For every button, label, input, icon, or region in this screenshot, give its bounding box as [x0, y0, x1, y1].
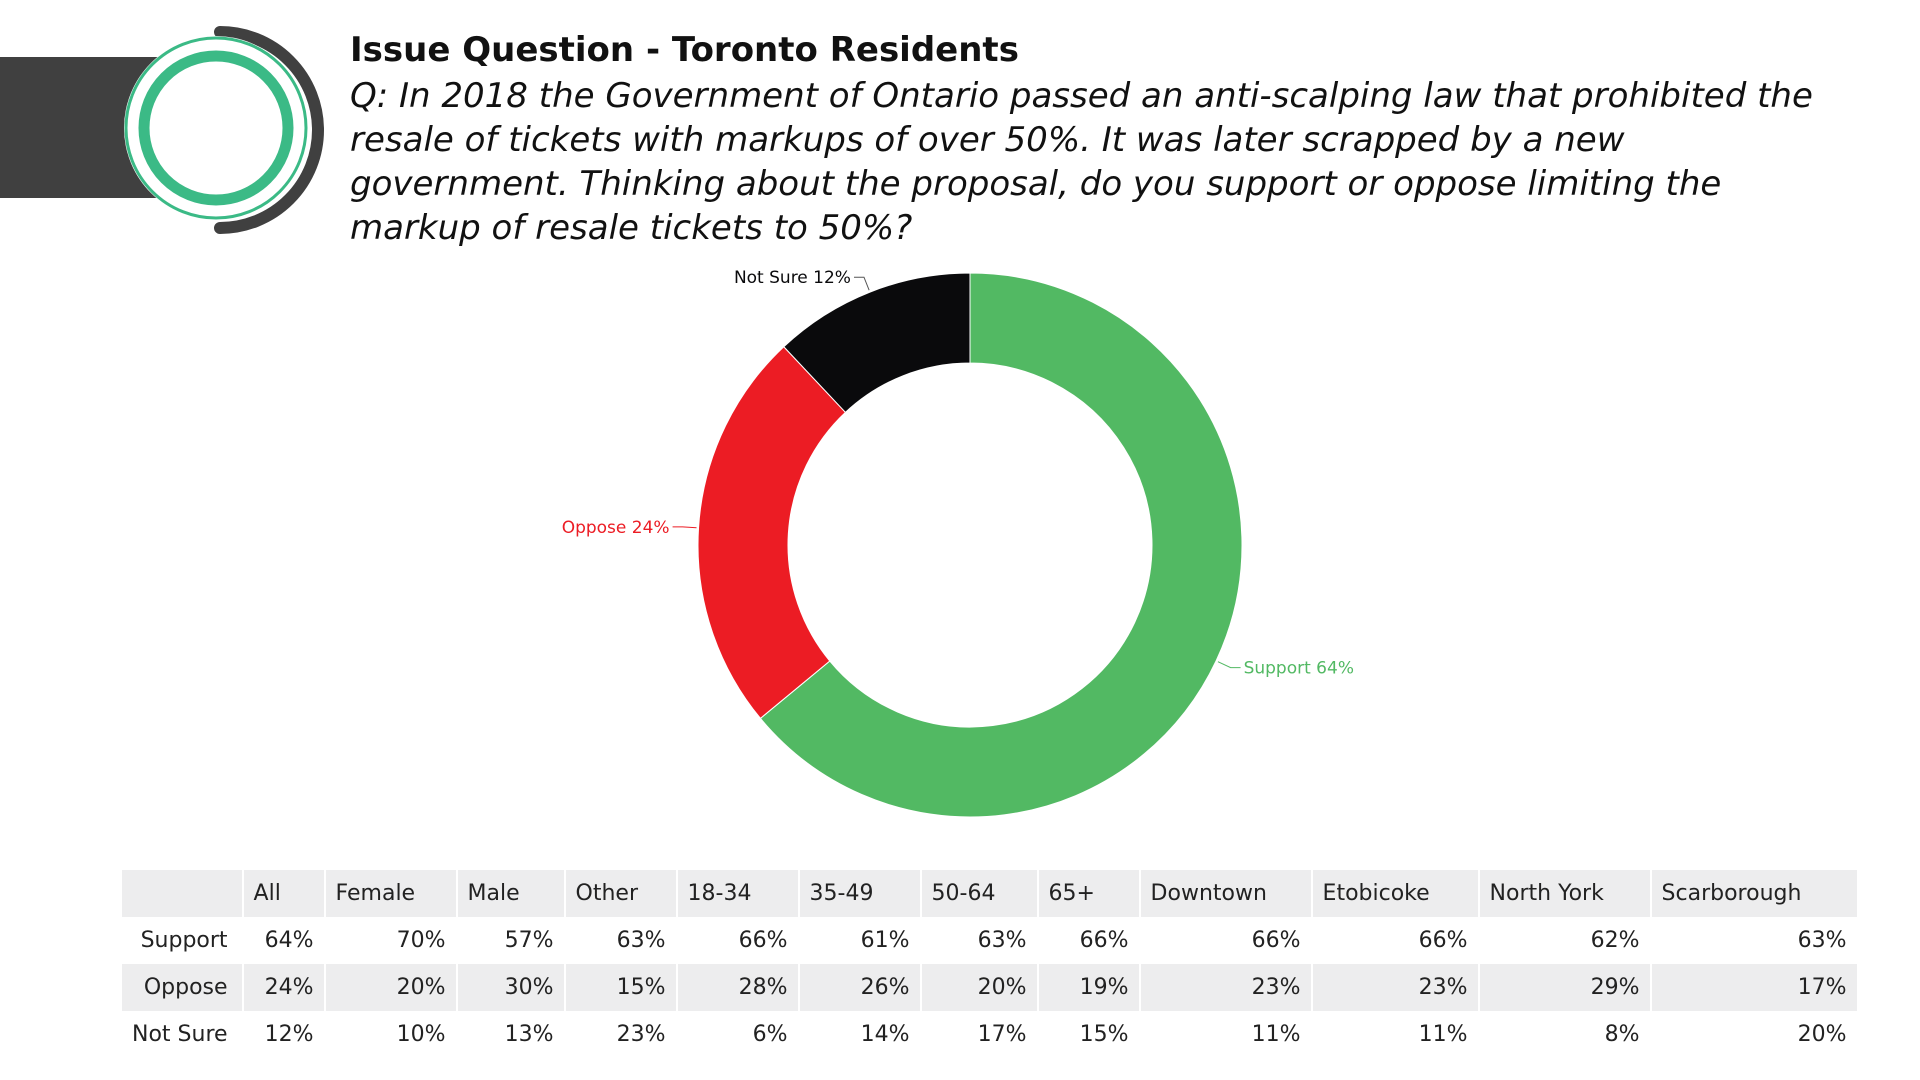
table-cell: 19%	[1037, 964, 1141, 1011]
table-cell: 20%	[1650, 1011, 1859, 1058]
donut-chart: Support 64% Oppose 24% Not Sure 12%	[562, 268, 1354, 818]
question-text: Q: In 2018 the Government of Ontario pas…	[350, 76, 1813, 248]
column-header: 65+	[1037, 870, 1141, 917]
column-header: 18-34	[676, 870, 800, 917]
column-header: 35-49	[798, 870, 922, 917]
table-cell: 70%	[324, 917, 458, 964]
table-cell: 66%	[1139, 917, 1313, 964]
label-not-sure: Not Sure 12%	[734, 268, 851, 288]
leader-line	[853, 276, 870, 291]
label-oppose: Oppose 24%	[562, 518, 670, 538]
table-row: Oppose 24% 20% 30% 15% 28% 26% 20% 19% 2…	[122, 964, 1859, 1011]
table-cell: 17%	[1650, 964, 1859, 1011]
table-cell: 10%	[324, 1011, 458, 1058]
table-cell: 66%	[1311, 917, 1480, 964]
table-cell: 66%	[676, 917, 800, 964]
table-header-row: All Female Male Other 18-34 35-49 50-64 …	[122, 870, 1859, 917]
table-cell: 20%	[920, 964, 1039, 1011]
row-label: Support	[122, 917, 244, 964]
table-cell: 63%	[920, 917, 1039, 964]
slice-not-sure	[783, 272, 971, 414]
table-cell: 66%	[1037, 917, 1141, 964]
table-cell: 24%	[242, 964, 326, 1011]
table-cell: 15%	[1037, 1011, 1141, 1058]
column-header: North York	[1478, 870, 1652, 917]
table-cell: 29%	[1478, 964, 1652, 1011]
column-header: 50-64	[920, 870, 1039, 917]
column-header: Etobicoke	[1311, 870, 1480, 917]
column-header: Scarborough	[1650, 870, 1859, 917]
table-cell: 15%	[564, 964, 678, 1011]
crosstab-table: All Female Male Other 18-34 35-49 50-64 …	[122, 870, 1859, 1058]
table-cell: 57%	[456, 917, 566, 964]
page-title: Issue Question - Toronto Residents	[350, 30, 1019, 70]
leader-line	[1217, 661, 1241, 669]
table-cell: 6%	[676, 1011, 800, 1058]
table-cell: 23%	[1311, 964, 1480, 1011]
table-corner-cell	[122, 870, 244, 917]
table-cell: 26%	[798, 964, 922, 1011]
column-header: Downtown	[1139, 870, 1313, 917]
table-cell: 23%	[564, 1011, 678, 1058]
table-cell: 63%	[1650, 917, 1859, 964]
table-cell: 11%	[1139, 1011, 1313, 1058]
table-cell: 23%	[1139, 964, 1313, 1011]
table-cell: 28%	[676, 964, 800, 1011]
label-support: Support 64%	[1244, 659, 1354, 679]
table-cell: 30%	[456, 964, 566, 1011]
leader-line	[672, 526, 697, 529]
table-cell: 8%	[1478, 1011, 1652, 1058]
row-label: Not Sure	[122, 1011, 244, 1058]
table-cell: 14%	[798, 1011, 922, 1058]
table-cell: 64%	[242, 917, 326, 964]
table-cell: 63%	[564, 917, 678, 964]
table-row: Not Sure 12% 10% 13% 23% 6% 14% 17% 15% …	[122, 1011, 1859, 1058]
slice-support	[759, 272, 1243, 818]
table-cell: 62%	[1478, 917, 1652, 964]
table-cell: 20%	[324, 964, 458, 1011]
brand-ring-logo	[124, 26, 324, 234]
column-header: Other	[564, 870, 678, 917]
table-cell: 13%	[456, 1011, 566, 1058]
slice-oppose	[697, 346, 847, 720]
table-cell: 12%	[242, 1011, 326, 1058]
column-header: Female	[324, 870, 458, 917]
table-cell: 61%	[798, 917, 922, 964]
table-cell: 17%	[920, 1011, 1039, 1058]
table-cell: 11%	[1311, 1011, 1480, 1058]
table-row: Support 64% 70% 57% 63% 66% 61% 63% 66% …	[122, 917, 1859, 964]
column-header: All	[242, 870, 326, 917]
row-label: Oppose	[122, 964, 244, 1011]
column-header: Male	[456, 870, 566, 917]
